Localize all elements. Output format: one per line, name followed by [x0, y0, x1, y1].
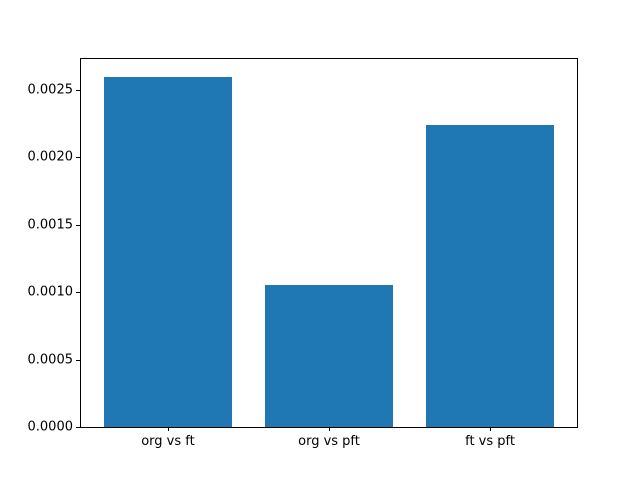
- x-tick-mark: [167, 427, 169, 431]
- y-tick-mark: [76, 90, 80, 91]
- y-tick-mark: [76, 427, 80, 428]
- x-tick-mark: [329, 427, 330, 431]
- bar-ft-vs-pft: [425, 125, 555, 427]
- y-tick-label: 0.0010: [27, 284, 74, 300]
- y-tick-mark: [76, 224, 80, 226]
- y-tick-label: 0.0015: [27, 217, 74, 233]
- x-tick-label: org vs ft: [141, 434, 195, 449]
- y-tick-mark: [76, 157, 80, 159]
- y-tick-label: 0.0025: [27, 82, 74, 98]
- bar-org-vs-pft: [264, 285, 394, 427]
- plot-area: 0.0000 0.0005 0.0010 0.0015 0.0020 0.0025 org …: [28, 58, 578, 449]
- x-tick-label: ft vs pft: [465, 434, 515, 449]
- y-tick-label: 0.0020: [27, 149, 74, 165]
- y-tick-mark: [76, 359, 80, 361]
- y-tick-label: 0.0005: [27, 352, 74, 368]
- y-tick-mark: [76, 292, 80, 294]
- bar-org-vs-ft: [103, 76, 233, 427]
- y-tick-label: 0.0000: [27, 419, 74, 435]
- x-tick-label: org vs pft: [298, 434, 360, 449]
- x-tick-mark: [490, 427, 492, 431]
